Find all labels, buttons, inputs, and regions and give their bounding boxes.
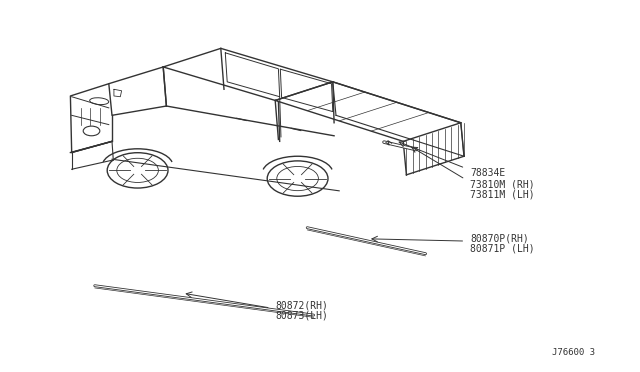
Text: 80871P (LH): 80871P (LH) <box>470 243 535 253</box>
Text: 80870P(RH): 80870P(RH) <box>470 233 529 243</box>
Text: J76600 3: J76600 3 <box>552 348 595 357</box>
Polygon shape <box>114 89 122 97</box>
Text: 73811M (LH): 73811M (LH) <box>470 189 535 199</box>
Text: 80872(RH): 80872(RH) <box>275 301 328 311</box>
Text: 80873(LH): 80873(LH) <box>275 311 328 320</box>
Text: 78834E: 78834E <box>470 168 506 178</box>
Text: 73810M (RH): 73810M (RH) <box>470 179 535 189</box>
